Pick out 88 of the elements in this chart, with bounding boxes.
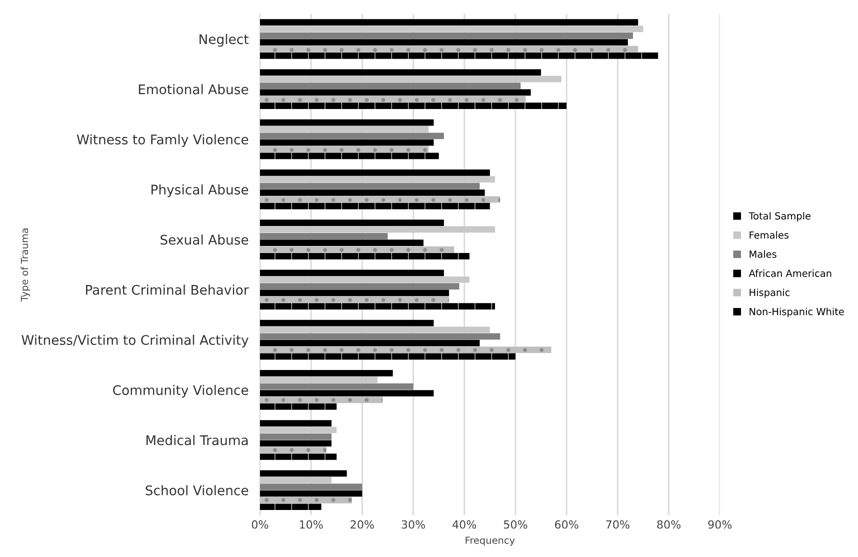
y-tick-label: Community Violence [113, 384, 248, 398]
bar [260, 396, 383, 404]
x-tick-label: 80% [657, 520, 680, 529]
legend-label: African American [748, 269, 832, 277]
bar [260, 240, 424, 246]
bar [260, 370, 393, 376]
bar [260, 19, 638, 26]
legend-label: Females [750, 231, 789, 239]
bar [260, 446, 326, 454]
y-tick-label: Parent Criminal Behavior [86, 284, 249, 295]
bar [260, 119, 434, 126]
bar [260, 39, 628, 46]
bar [260, 32, 633, 39]
y-tick-label: Witness/Victim to Criminal Activity [22, 334, 248, 348]
bar [260, 76, 562, 82]
bar [260, 220, 444, 226]
bar [260, 296, 450, 303]
y-tick-label: Neglect [200, 34, 249, 47]
y-tick-label: Medical Trauma [146, 435, 248, 446]
x-tick-label: 40% [452, 520, 476, 529]
bar [260, 434, 332, 440]
bar [260, 326, 490, 333]
bar [260, 196, 500, 203]
bar [260, 303, 496, 310]
bar [260, 340, 480, 346]
y-axis-title: Type of Trauma [20, 228, 30, 302]
bar [260, 82, 521, 89]
x-tick-label: 30% [402, 520, 426, 529]
y-tick-label: School Violence [146, 485, 248, 496]
bar [260, 226, 496, 233]
x-tick-label: 0% [252, 520, 268, 529]
bar [260, 176, 496, 183]
bar [260, 152, 439, 160]
bar [260, 390, 434, 396]
legend-label: Hispanic [750, 288, 790, 298]
y-tick-label: Emotional Abuse [138, 84, 248, 94]
bar [260, 504, 322, 510]
bar [260, 490, 362, 497]
bar [260, 69, 542, 76]
x-tick-label: 10% [300, 520, 323, 529]
bar [260, 232, 388, 240]
bar [260, 46, 638, 52]
bar [260, 246, 454, 253]
bar [260, 96, 526, 102]
bar [260, 126, 429, 132]
bar [260, 102, 567, 110]
bar [260, 169, 490, 176]
bar [260, 403, 337, 410]
legend-label: Total Sample [748, 212, 810, 222]
bar [260, 470, 347, 477]
bar [260, 283, 460, 290]
bar [260, 190, 485, 196]
bar [260, 52, 659, 59]
bar [260, 353, 516, 360]
bar [260, 383, 414, 390]
y-tick-label: Witness to Famly Violence [76, 134, 248, 148]
bar [260, 420, 332, 426]
bar [260, 276, 470, 283]
bar [260, 440, 332, 447]
bar [260, 346, 552, 353]
bar [260, 320, 434, 326]
legend-label: Males [750, 250, 776, 258]
y-tick-label: Physical Abuse [152, 184, 248, 198]
bar [260, 376, 378, 384]
bar [260, 26, 644, 32]
bar [260, 476, 332, 484]
x-tick-label: 60% [554, 520, 578, 529]
bar [260, 426, 337, 434]
x-tick-label: 50% [504, 520, 528, 529]
bar [260, 146, 429, 152]
x-tick-label: 20% [350, 520, 374, 529]
bar [260, 132, 444, 140]
bar [260, 497, 352, 504]
bar [260, 290, 450, 296]
bar [260, 253, 470, 260]
bar [260, 139, 434, 146]
x-tick-label: 90% [708, 520, 732, 529]
bar [260, 270, 444, 276]
bar [260, 89, 531, 96]
bar [260, 202, 490, 210]
bar [260, 454, 337, 460]
bar [260, 333, 500, 340]
x-tick-label: 70% [606, 520, 630, 529]
y-tick-label: Sexual Abuse [160, 234, 248, 245]
bar [260, 182, 480, 190]
legend-label: Non-Hispanic White [750, 308, 844, 318]
x-axis-title: Frequency [466, 536, 515, 546]
bar [260, 484, 362, 490]
